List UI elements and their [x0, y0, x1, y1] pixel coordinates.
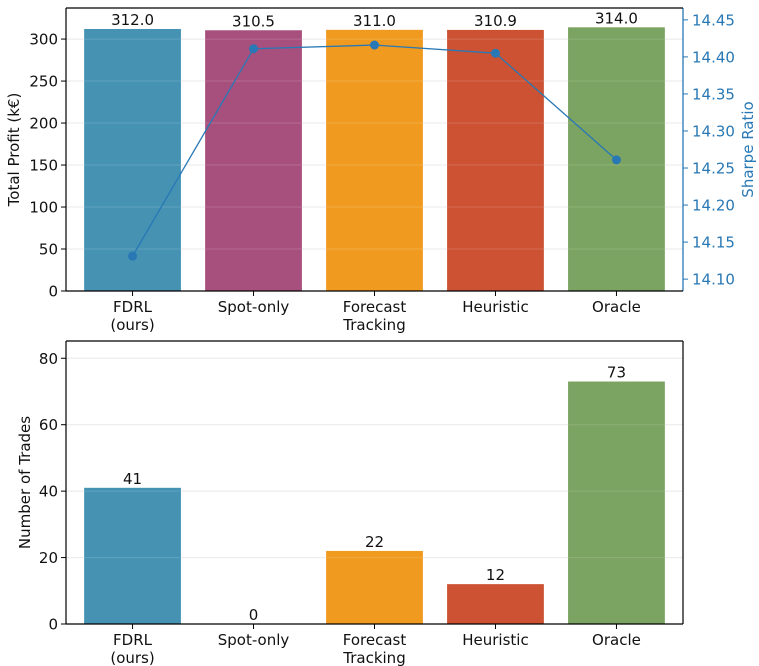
x-axis-tick-label: Oracle	[592, 298, 641, 316]
x-axis-tick-label-line: Tracking	[342, 649, 405, 666]
sharpe-point-3	[370, 40, 379, 50]
bar-value-label: 314.0	[595, 9, 638, 27]
left-axis-tick-label: 150	[29, 157, 58, 175]
right-axis-tick-label: 14.15	[692, 234, 735, 252]
bar-3	[326, 550, 423, 624]
right-axis-tick-label: 14.20	[692, 197, 735, 215]
x-axis-tick-label: Heuristic	[462, 298, 528, 316]
chart-panel-2: 41 0 22 12 73 0 20 40 60 80 Number of Trades FDRL (o…	[16, 340, 684, 666]
left-axis-tick-label: 100	[29, 199, 58, 217]
x-axis-tick-label-line: Heuristic	[462, 298, 528, 316]
bar-2	[205, 30, 302, 291]
sharpe-point-4	[490, 48, 500, 58]
x-axis-tick-label: Forecast Tracking	[342, 631, 406, 666]
x-axis-tick-label-line: Oracle	[592, 298, 641, 316]
bar-value-label: 0	[249, 606, 259, 624]
left-axis-tick-label: 40	[39, 483, 58, 501]
right-axis-tick-label: 14.30	[692, 122, 735, 140]
x-axis-tick-label: Heuristic	[462, 631, 528, 649]
right-axis-tick-label: 14.45	[692, 11, 735, 29]
x-axis-tick-label-line: Oracle	[592, 631, 641, 649]
sharpe-point-1	[128, 251, 138, 261]
left-axis-tick-label: 0	[48, 616, 58, 634]
bar-value-label: 311.0	[353, 12, 396, 30]
left-axis-tick-label: 250	[29, 73, 58, 91]
x-axis-tick-label: FDRL (ours)	[110, 298, 154, 334]
bar-1	[84, 28, 181, 291]
x-axis-tick-label: Spot-only	[218, 298, 290, 316]
x-axis-tick-label-line: Forecast	[343, 631, 407, 649]
x-axis-tick-label: Forecast Tracking	[342, 298, 406, 334]
x-axis-tick-label-line: Tracking	[342, 316, 405, 334]
right-axis-tick-label: 14.40	[692, 48, 735, 66]
bar-3	[326, 29, 423, 291]
x-axis-tick-label-line: Spot-only	[218, 298, 290, 316]
bar-4	[447, 29, 544, 291]
sharpe-point-2	[249, 44, 259, 54]
x-axis-tick-label-line: Spot-only	[218, 631, 290, 649]
left-axis-tick-label: 80	[39, 350, 58, 368]
bar-1	[84, 487, 181, 624]
left-axis-tick-label: 300	[29, 31, 58, 49]
x-axis-tick-label: FDRL (ours)	[110, 631, 154, 666]
x-axis-tick-label-line: (ours)	[110, 649, 154, 666]
bar-value-label: 310.5	[232, 12, 275, 30]
bar-value-label: 73	[607, 364, 626, 382]
chart-panel-1: 312.0 310.5 311.0 310.9 314.0 14.10 14.15 14.20…	[5, 7, 757, 334]
left-axis-label: Number of Trades	[16, 416, 34, 549]
bar-value-label: 41	[123, 470, 142, 488]
x-axis-tick-label: Spot-only	[218, 631, 290, 649]
x-axis-tick-label: Oracle	[592, 631, 641, 649]
x-axis-tick-label-line: FDRL	[113, 631, 153, 649]
left-axis-tick-label: 200	[29, 115, 58, 133]
left-axis-tick-label: 0	[48, 283, 58, 301]
sharpe-point-5	[611, 155, 621, 165]
bar-5	[568, 381, 665, 624]
bar-value-label: 310.9	[474, 12, 517, 30]
bar-4	[447, 584, 544, 624]
bar-value-label: 312.0	[111, 11, 154, 29]
left-axis-tick-label: 50	[39, 241, 58, 259]
x-axis-tick-label-line: (ours)	[110, 316, 154, 334]
bar-value-label: 22	[365, 533, 384, 551]
right-axis-tick-label: 14.35	[692, 85, 735, 103]
x-axis-tick-label-line: Forecast	[343, 298, 407, 316]
left-axis-tick-label: 20	[39, 549, 58, 567]
x-axis-tick-label-line: Heuristic	[462, 631, 528, 649]
bar-value-label: 12	[486, 566, 505, 584]
left-axis-tick-label: 60	[39, 416, 58, 434]
left-axis-label: Total Profit (k€)	[5, 93, 23, 208]
right-axis-tick-label: 14.10	[692, 271, 735, 289]
right-axis-tick-label: 14.25	[692, 160, 735, 178]
right-axis-label: Sharpe Ratio	[739, 101, 757, 197]
x-axis-tick-label-line: FDRL	[113, 298, 153, 316]
